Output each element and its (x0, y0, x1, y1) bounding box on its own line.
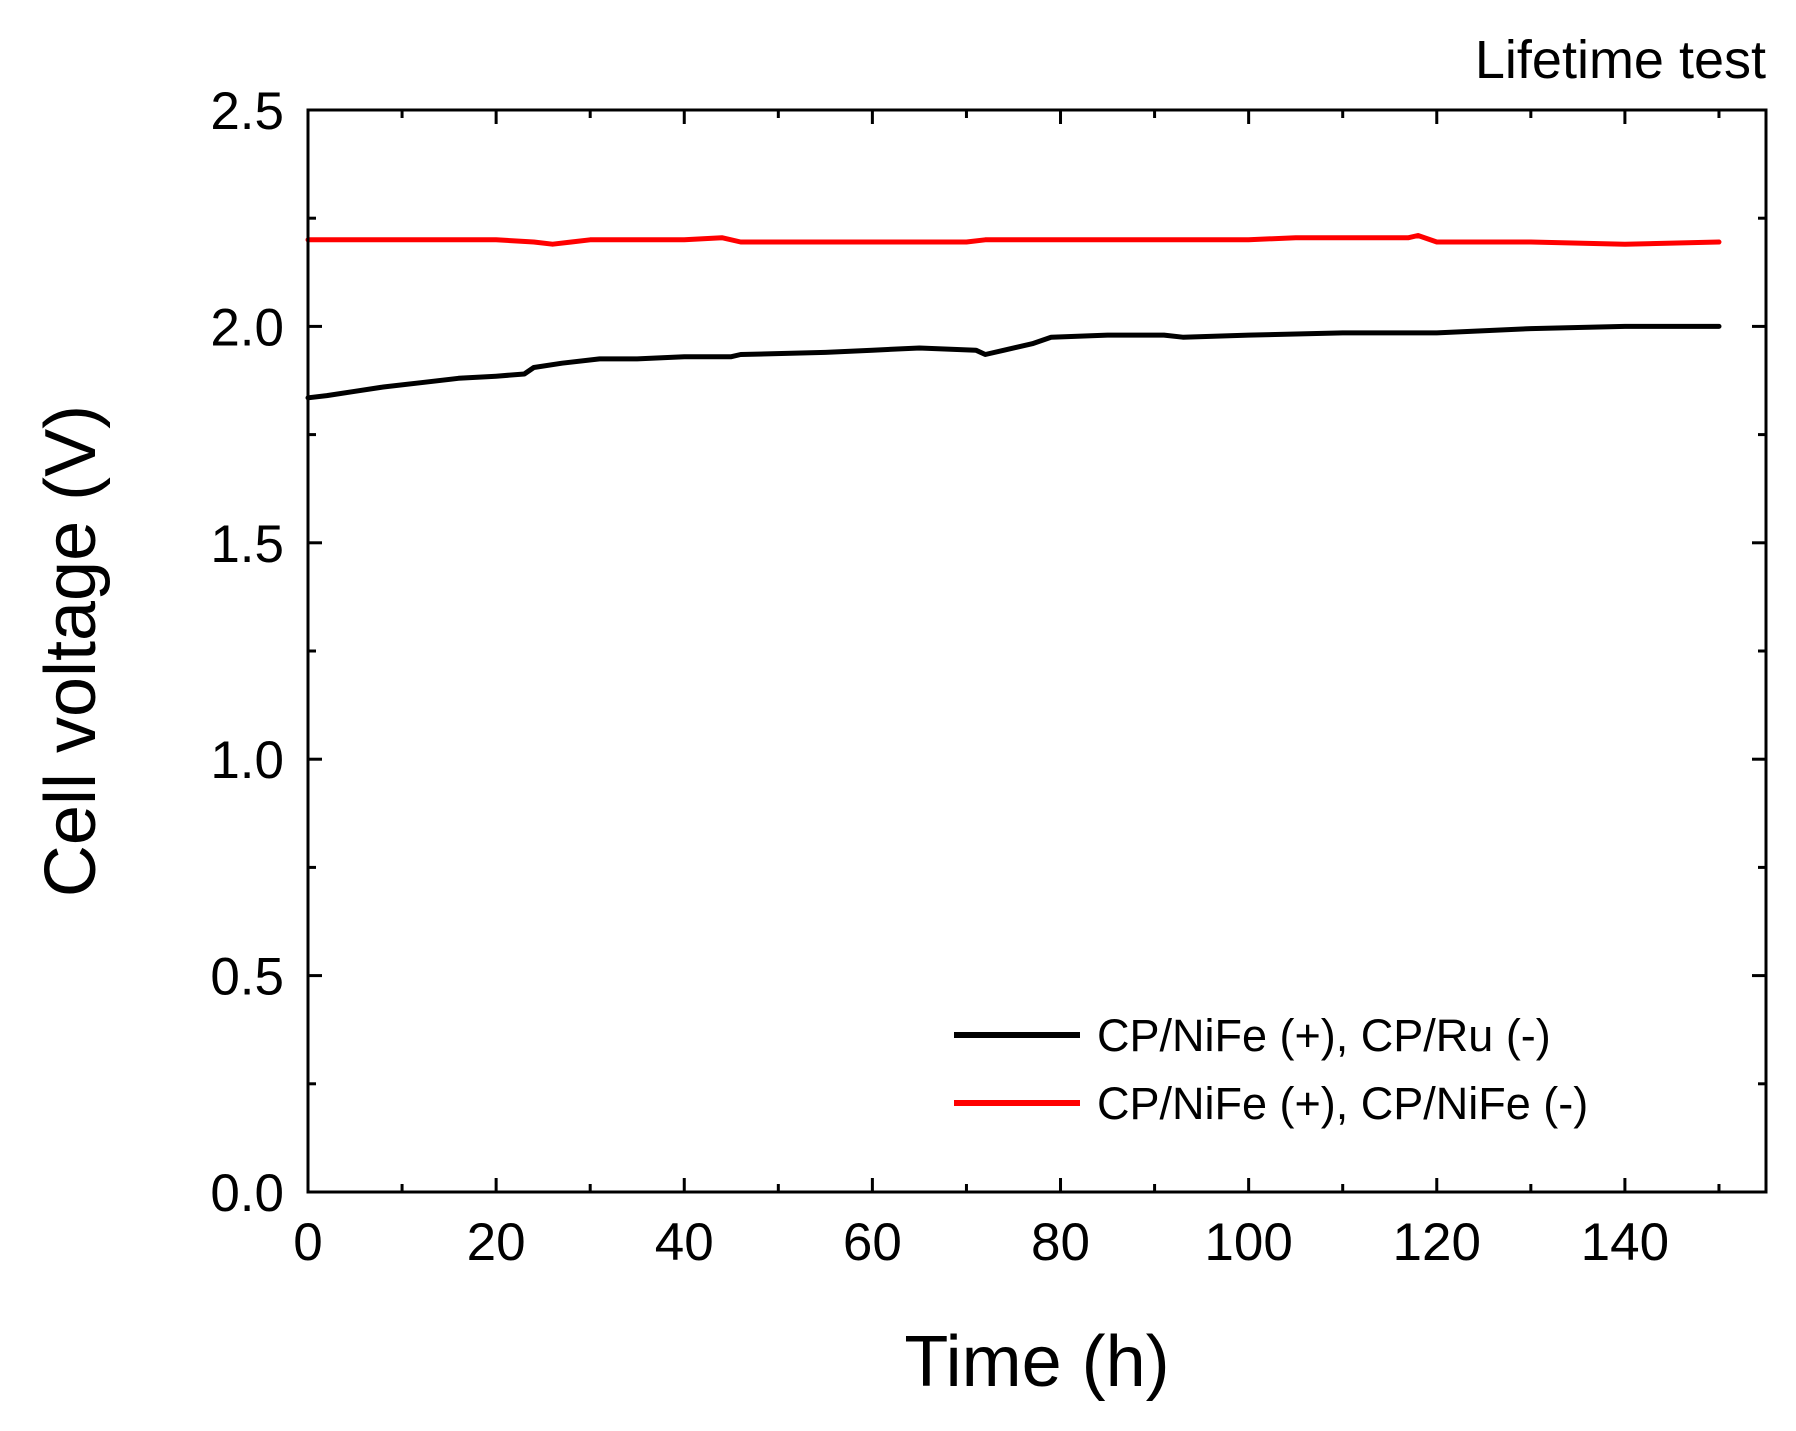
legend-label-ru: CP/NiFe (+), CP/Ru (-) (1097, 1010, 1551, 1061)
x-tick-label: 100 (1204, 1213, 1292, 1272)
y-tick-label: 1.0 (210, 731, 284, 790)
legend: CP/NiFe (+), CP/Ru (-) CP/NiFe (+), CP/N… (954, 1010, 1588, 1129)
x-tick-label: 0 (293, 1213, 322, 1272)
plot-content (305, 233, 1722, 401)
y-tick-label: 2.5 (210, 82, 284, 141)
y-axis-ticks: 0.0 0.5 1.0 1.5 2.0 2.5 (210, 82, 1766, 1223)
y-tick-label: 0.5 (210, 948, 284, 1007)
x-tick-label: 140 (1581, 1213, 1669, 1272)
x-tick-label: 60 (843, 1213, 902, 1272)
y-tick-label: 1.5 (210, 515, 284, 574)
x-axis-title: Time (h) (904, 1322, 1169, 1402)
x-tick-label: 120 (1393, 1213, 1481, 1272)
x-axis-ticks: 0 20 40 60 80 100 120 140 (293, 110, 1721, 1272)
x-tick-label: 80 (1031, 1213, 1090, 1272)
x-tick-label: 20 (467, 1213, 526, 1272)
series-line-1 (305, 233, 1722, 247)
legend-label-nife: CP/NiFe (+), CP/NiFe (-) (1097, 1078, 1588, 1129)
y-axis-title: Cell voltage (V) (31, 405, 111, 897)
series-line-0 (305, 323, 1722, 401)
y-tick-label: 2.0 (210, 298, 284, 357)
y-tick-label: 0.0 (210, 1164, 284, 1223)
x-tick-label: 40 (655, 1213, 714, 1272)
chart-title: Lifetime test (1475, 30, 1766, 90)
